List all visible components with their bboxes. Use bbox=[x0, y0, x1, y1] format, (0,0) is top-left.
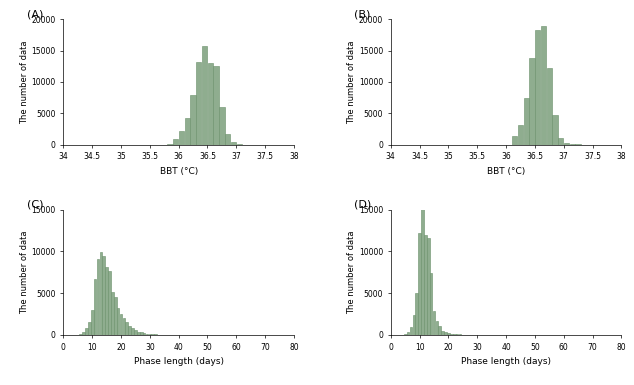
Bar bbox=[152, 334, 154, 335]
Bar bbox=[126, 322, 128, 335]
Text: (D): (D) bbox=[354, 200, 371, 210]
Bar bbox=[529, 58, 534, 144]
Bar bbox=[541, 26, 546, 144]
Bar bbox=[103, 256, 105, 335]
X-axis label: Phase length (days): Phase length (days) bbox=[461, 357, 551, 366]
X-axis label: BBT (°C): BBT (°C) bbox=[487, 167, 525, 176]
Bar bbox=[453, 334, 455, 335]
Bar bbox=[424, 235, 427, 335]
Bar bbox=[219, 107, 224, 144]
Bar bbox=[430, 273, 432, 335]
Bar bbox=[146, 334, 148, 335]
Bar bbox=[111, 291, 113, 335]
Bar bbox=[88, 322, 91, 335]
X-axis label: Phase length (days): Phase length (days) bbox=[134, 357, 224, 366]
Bar bbox=[122, 318, 126, 335]
Bar bbox=[131, 328, 134, 335]
Bar bbox=[134, 330, 137, 335]
Bar bbox=[179, 131, 184, 144]
Bar bbox=[450, 334, 453, 335]
Bar bbox=[524, 97, 529, 144]
Y-axis label: The number of data: The number of data bbox=[347, 231, 356, 314]
Bar bbox=[128, 326, 131, 335]
Bar bbox=[518, 125, 523, 144]
Bar bbox=[82, 332, 85, 335]
Bar bbox=[85, 328, 87, 335]
Y-axis label: The number of data: The number of data bbox=[347, 40, 356, 124]
Bar bbox=[137, 331, 139, 335]
Bar bbox=[432, 311, 436, 335]
Bar bbox=[447, 333, 450, 335]
Bar bbox=[444, 332, 447, 335]
Bar bbox=[415, 293, 418, 335]
X-axis label: BBT (°C): BBT (°C) bbox=[160, 167, 198, 176]
Bar bbox=[140, 332, 143, 335]
Bar bbox=[117, 308, 119, 335]
Text: (C): (C) bbox=[27, 200, 43, 210]
Bar bbox=[94, 279, 96, 335]
Bar bbox=[441, 331, 444, 335]
Bar bbox=[214, 66, 219, 144]
Bar bbox=[439, 326, 441, 335]
Bar bbox=[410, 326, 412, 335]
Bar bbox=[108, 271, 111, 335]
Bar bbox=[202, 45, 207, 144]
Text: (B): (B) bbox=[354, 9, 370, 19]
Bar bbox=[421, 203, 424, 335]
Bar bbox=[120, 314, 122, 335]
Bar bbox=[558, 137, 564, 144]
Y-axis label: The number of data: The number of data bbox=[20, 231, 29, 314]
Bar bbox=[456, 334, 458, 335]
Bar bbox=[404, 334, 406, 335]
Bar bbox=[143, 333, 145, 335]
Bar bbox=[184, 118, 190, 144]
Bar bbox=[190, 95, 196, 144]
Bar bbox=[427, 238, 430, 335]
Bar bbox=[231, 142, 236, 144]
Bar bbox=[105, 267, 108, 335]
Bar bbox=[79, 334, 82, 335]
Bar bbox=[114, 297, 117, 335]
Bar bbox=[91, 310, 94, 335]
Bar bbox=[564, 143, 569, 144]
Bar bbox=[418, 233, 421, 335]
Bar bbox=[547, 68, 552, 144]
Bar bbox=[148, 334, 151, 335]
Bar bbox=[407, 331, 410, 335]
Bar bbox=[196, 62, 202, 144]
Bar bbox=[173, 139, 178, 144]
Bar bbox=[552, 115, 558, 144]
Y-axis label: The number of data: The number of data bbox=[20, 40, 29, 124]
Text: (A): (A) bbox=[27, 9, 43, 19]
Bar bbox=[208, 63, 213, 144]
Bar bbox=[512, 136, 517, 144]
Bar bbox=[436, 321, 438, 335]
Bar bbox=[225, 134, 230, 144]
Bar bbox=[413, 315, 415, 335]
Bar bbox=[100, 252, 102, 335]
Bar bbox=[535, 30, 540, 144]
Bar bbox=[96, 259, 100, 335]
